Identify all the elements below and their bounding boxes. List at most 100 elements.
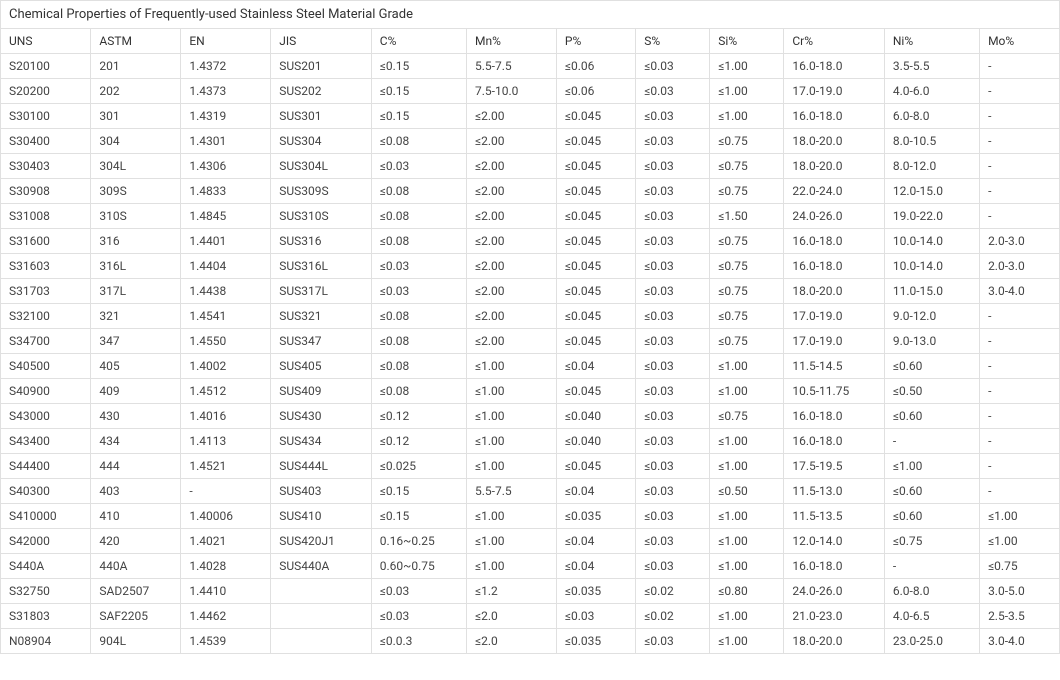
table-cell: 1.4833 bbox=[181, 179, 271, 204]
table-cell: ≤0.03 bbox=[636, 154, 710, 179]
table-cell: ≤1.00 bbox=[884, 454, 979, 479]
table-cell: ≤0.03 bbox=[636, 429, 710, 454]
table-cell: ≤0.60 bbox=[884, 354, 979, 379]
table-cell: - bbox=[980, 379, 1059, 404]
table-cell: S30400 bbox=[1, 129, 91, 154]
table-row: S409004091.4512SUS409≤0.08≤1.00≤0.045≤0.… bbox=[1, 379, 1059, 404]
table-cell: SUS310S bbox=[271, 204, 372, 229]
column-header: Ni% bbox=[884, 29, 979, 54]
table-cell: S31008 bbox=[1, 204, 91, 229]
table-cell: ≤2.0 bbox=[466, 604, 556, 629]
table-cell: SAF2205 bbox=[91, 604, 181, 629]
table-row: S201002011.4372SUS201≤0.155.5-7.5≤0.06≤0… bbox=[1, 54, 1059, 79]
table-cell: - bbox=[980, 304, 1059, 329]
table-cell: ≤0.045 bbox=[556, 204, 635, 229]
table-cell: ≤0.06 bbox=[556, 79, 635, 104]
table-cell: SUS347 bbox=[271, 329, 372, 354]
table-cell: SUS304L bbox=[271, 154, 372, 179]
table-cell: ≤0.035 bbox=[556, 579, 635, 604]
table-cell: 12.0-15.0 bbox=[884, 179, 979, 204]
table-cell: ≤1.00 bbox=[466, 429, 556, 454]
table-cell: ≤0.08 bbox=[371, 129, 466, 154]
table-cell: SUS420J1 bbox=[271, 529, 372, 554]
table-cell: 1.4512 bbox=[181, 379, 271, 404]
column-header: ASTM bbox=[91, 29, 181, 54]
table-cell: ≤1.00 bbox=[710, 354, 784, 379]
table-cell: 316 bbox=[91, 229, 181, 254]
table-cell: S410000 bbox=[1, 504, 91, 529]
table-cell: ≤0.04 bbox=[556, 479, 635, 504]
table-cell: ≤0.08 bbox=[371, 179, 466, 204]
table-cell: ≤0.15 bbox=[371, 54, 466, 79]
table-cell: 17.0-19.0 bbox=[784, 329, 885, 354]
table-cell: 17.5-19.5 bbox=[784, 454, 885, 479]
table-cell: ≤2.00 bbox=[466, 329, 556, 354]
column-header: EN bbox=[181, 29, 271, 54]
table-cell: ≤1.00 bbox=[980, 504, 1059, 529]
table-cell: 24.0-26.0 bbox=[784, 204, 885, 229]
column-header: S% bbox=[636, 29, 710, 54]
table-cell: 321 bbox=[91, 304, 181, 329]
table-cell: ≤1.00 bbox=[466, 354, 556, 379]
table-row: S304003041.4301SUS304≤0.08≤2.00≤0.045≤0.… bbox=[1, 129, 1059, 154]
table-cell: ≤0.75 bbox=[710, 404, 784, 429]
table-cell: ≤0.03 bbox=[636, 479, 710, 504]
table-cell: S42000 bbox=[1, 529, 91, 554]
table-cell: 304L bbox=[91, 154, 181, 179]
table-cell: ≤0.03 bbox=[371, 154, 466, 179]
table-cell: SUS316 bbox=[271, 229, 372, 254]
table-title: Chemical Properties of Frequently-used S… bbox=[1, 1, 1059, 29]
table-cell: SUS444L bbox=[271, 454, 372, 479]
table-cell: S40300 bbox=[1, 479, 91, 504]
table-cell: ≤0.15 bbox=[371, 504, 466, 529]
table-cell: ≤0.08 bbox=[371, 354, 466, 379]
table-cell: ≤0.03 bbox=[636, 104, 710, 129]
table-cell: SUS440A bbox=[271, 554, 372, 579]
table-cell: ≤0.04 bbox=[556, 354, 635, 379]
table-cell: 16.0-18.0 bbox=[784, 254, 885, 279]
table-cell: ≤0.035 bbox=[556, 504, 635, 529]
table-cell: 1.4016 bbox=[181, 404, 271, 429]
table-cell: ≤0.75 bbox=[884, 529, 979, 554]
table-cell: 347 bbox=[91, 329, 181, 354]
table-cell: ≤0.045 bbox=[556, 229, 635, 254]
table-cell: S31803 bbox=[1, 604, 91, 629]
table-cell: ≤0.03 bbox=[636, 379, 710, 404]
table-row: S31803SAF22051.4462≤0.03≤2.0≤0.03≤0.02≤1… bbox=[1, 604, 1059, 629]
table-cell: S31703 bbox=[1, 279, 91, 304]
table-cell: ≤0.03 bbox=[371, 254, 466, 279]
table-cell: 1.4372 bbox=[181, 54, 271, 79]
table-cell: ≤1.00 bbox=[710, 554, 784, 579]
column-header: C% bbox=[371, 29, 466, 54]
table-cell: SUS304 bbox=[271, 129, 372, 154]
table-cell: - bbox=[980, 329, 1059, 354]
column-header: Si% bbox=[710, 29, 784, 54]
table-header: UNSASTMENJISC%Mn%P%S%Si%Cr%Ni%Mo% bbox=[1, 29, 1059, 54]
table-cell: - bbox=[980, 204, 1059, 229]
table-row: S440A440A1.4028SUS440A0.60~0.75≤1.00≤0.0… bbox=[1, 554, 1059, 579]
table-cell: 6.0-8.0 bbox=[884, 579, 979, 604]
table-cell: ≤0.045 bbox=[556, 454, 635, 479]
table-cell: 904L bbox=[91, 629, 181, 654]
column-header: JIS bbox=[271, 29, 372, 54]
column-header: Mo% bbox=[980, 29, 1059, 54]
table-cell: 430 bbox=[91, 404, 181, 429]
table-cell: ≤0.06 bbox=[556, 54, 635, 79]
table-cell: 1.4306 bbox=[181, 154, 271, 179]
table-row: S347003471.4550SUS347≤0.08≤2.00≤0.045≤0.… bbox=[1, 329, 1059, 354]
table-cell: 1.4845 bbox=[181, 204, 271, 229]
table-cell: 403 bbox=[91, 479, 181, 504]
table-cell: ≤0.75 bbox=[710, 279, 784, 304]
table-cell: 11.5-13.0 bbox=[784, 479, 885, 504]
table-cell: 1.4539 bbox=[181, 629, 271, 654]
table-cell: ≤1.00 bbox=[466, 379, 556, 404]
table-cell: S40900 bbox=[1, 379, 91, 404]
table-cell: ≤0.03 bbox=[636, 629, 710, 654]
table-cell: ≤0.045 bbox=[556, 279, 635, 304]
table-cell: 201 bbox=[91, 54, 181, 79]
table-cell: 11.5-13.5 bbox=[784, 504, 885, 529]
column-header: UNS bbox=[1, 29, 91, 54]
table-cell: ≤2.00 bbox=[466, 204, 556, 229]
table-cell: ≤0.08 bbox=[371, 204, 466, 229]
table-cell: ≤2.00 bbox=[466, 129, 556, 154]
